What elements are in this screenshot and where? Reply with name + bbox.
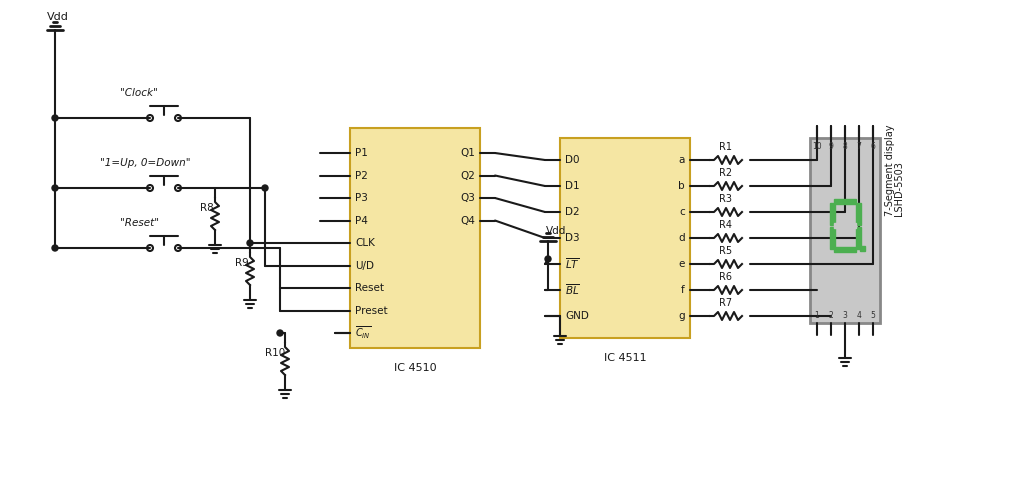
Text: Q4: Q4: [460, 216, 475, 226]
Text: f: f: [681, 285, 685, 295]
Bar: [860, 246, 865, 250]
Text: $\overline{C_{IN}}$: $\overline{C_{IN}}$: [355, 325, 372, 341]
Circle shape: [247, 240, 253, 246]
Circle shape: [52, 115, 58, 121]
Text: g: g: [678, 311, 685, 321]
Text: Preset: Preset: [355, 305, 388, 315]
Text: Vdd: Vdd: [47, 12, 69, 22]
Text: 10: 10: [812, 141, 822, 151]
Bar: [834, 199, 856, 204]
Text: IC 4510: IC 4510: [393, 363, 436, 373]
Text: R8: R8: [200, 203, 214, 213]
Text: 5: 5: [870, 311, 876, 319]
Text: 7-Segment display: 7-Segment display: [885, 124, 895, 216]
Bar: [560, 138, 690, 338]
Text: Vdd: Vdd: [546, 226, 566, 236]
Text: Q3: Q3: [460, 193, 475, 203]
Text: 3: 3: [843, 311, 848, 319]
Circle shape: [262, 185, 268, 191]
Text: LSHD-5503: LSHD-5503: [894, 161, 904, 216]
Bar: [350, 128, 480, 348]
Text: 7: 7: [856, 141, 861, 151]
Text: $\overline{BL}$: $\overline{BL}$: [565, 282, 580, 297]
Text: CLK: CLK: [355, 238, 375, 248]
Text: R6: R6: [720, 272, 732, 282]
Text: c: c: [679, 207, 685, 217]
Circle shape: [278, 330, 283, 336]
Text: R2: R2: [720, 168, 732, 178]
Bar: [834, 247, 856, 252]
Bar: [829, 227, 835, 249]
Text: 8: 8: [843, 141, 848, 151]
Bar: [855, 227, 860, 249]
Bar: [834, 223, 856, 228]
Text: Q2: Q2: [460, 171, 475, 181]
Text: 2: 2: [828, 311, 834, 319]
Text: R9: R9: [236, 258, 249, 268]
Bar: [810, 138, 880, 323]
Text: a: a: [679, 155, 685, 165]
Text: R5: R5: [720, 246, 732, 256]
Circle shape: [52, 245, 58, 251]
Text: Reset: Reset: [355, 283, 384, 293]
Text: P2: P2: [355, 171, 368, 181]
Text: D3: D3: [565, 233, 580, 243]
Text: P4: P4: [355, 216, 368, 226]
Text: b: b: [678, 181, 685, 191]
Text: GND: GND: [565, 311, 589, 321]
Text: R3: R3: [720, 194, 732, 204]
Text: R1: R1: [720, 142, 732, 152]
Text: 6: 6: [870, 141, 876, 151]
Text: 1: 1: [815, 311, 819, 319]
Text: "1=Up, 0=Down": "1=Up, 0=Down": [100, 158, 190, 168]
Text: P1: P1: [355, 148, 368, 158]
Text: $\overline{LT}$: $\overline{LT}$: [565, 257, 580, 272]
Text: D1: D1: [565, 181, 580, 191]
Bar: [829, 203, 835, 225]
Text: d: d: [678, 233, 685, 243]
Text: IC 4511: IC 4511: [604, 353, 646, 363]
Text: D2: D2: [565, 207, 580, 217]
Text: Q1: Q1: [460, 148, 475, 158]
Text: 9: 9: [828, 141, 834, 151]
Circle shape: [52, 185, 58, 191]
Text: P3: P3: [355, 193, 368, 203]
Text: 4: 4: [856, 311, 861, 319]
Text: D0: D0: [565, 155, 580, 165]
Bar: [855, 203, 860, 225]
Text: R4: R4: [720, 220, 732, 230]
Circle shape: [545, 256, 551, 262]
Text: U/D: U/D: [355, 261, 374, 271]
Text: "Clock": "Clock": [120, 88, 158, 98]
Text: "Reset": "Reset": [120, 218, 159, 228]
Text: R7: R7: [720, 298, 732, 308]
Text: e: e: [679, 259, 685, 269]
Text: R10: R10: [265, 348, 285, 358]
